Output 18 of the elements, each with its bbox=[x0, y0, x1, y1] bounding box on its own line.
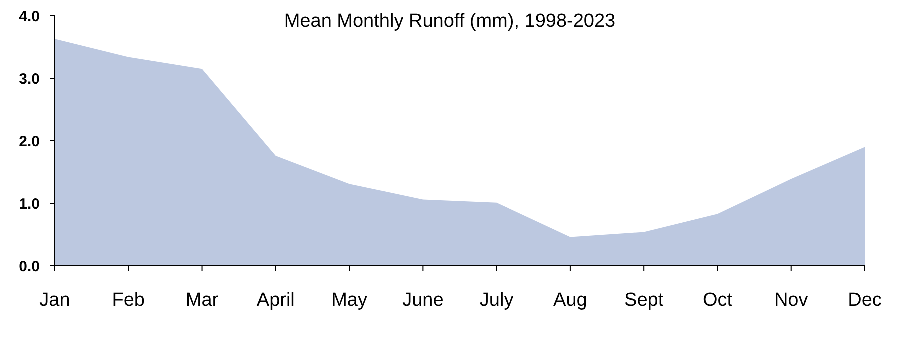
x-tick-label: Oct bbox=[702, 290, 734, 311]
x-tick-label: Mar bbox=[186, 290, 220, 311]
y-tick-label: 0.0 bbox=[19, 258, 40, 276]
x-tick-label: July bbox=[480, 290, 514, 311]
x-tick-label: Sept bbox=[624, 290, 664, 311]
x-tick-label: Nov bbox=[774, 290, 809, 311]
x-tick-label: Jan bbox=[40, 290, 70, 311]
chart-title: Mean Monthly Runoff (mm), 1998-2023 bbox=[284, 11, 616, 32]
y-tick-label: 1.0 bbox=[19, 196, 40, 213]
y-tick-label: 3.0 bbox=[19, 70, 40, 88]
x-tick-label: Feb bbox=[112, 290, 146, 311]
y-tick-label: 4.0 bbox=[19, 8, 40, 26]
x-tick-label: Aug bbox=[554, 290, 588, 311]
x-tick-label: May bbox=[332, 290, 368, 311]
x-tick-label: April bbox=[256, 290, 295, 311]
x-tick-label: June bbox=[402, 290, 444, 311]
x-tick-label: Dec bbox=[848, 290, 882, 311]
y-tick-label: 2.0 bbox=[19, 133, 40, 150]
